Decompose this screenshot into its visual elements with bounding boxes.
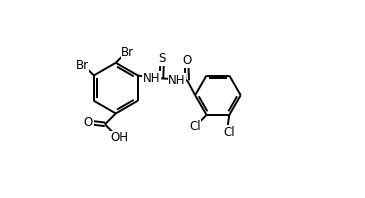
Text: S: S: [158, 52, 166, 65]
Text: Br: Br: [121, 46, 134, 59]
Text: O: O: [182, 54, 191, 67]
Text: NH: NH: [168, 74, 186, 87]
Text: Br: Br: [76, 59, 88, 72]
Text: OH: OH: [110, 131, 128, 144]
Text: O: O: [84, 116, 93, 129]
Text: NH: NH: [143, 72, 160, 85]
Text: Cl: Cl: [223, 126, 235, 139]
Text: Cl: Cl: [189, 120, 201, 132]
